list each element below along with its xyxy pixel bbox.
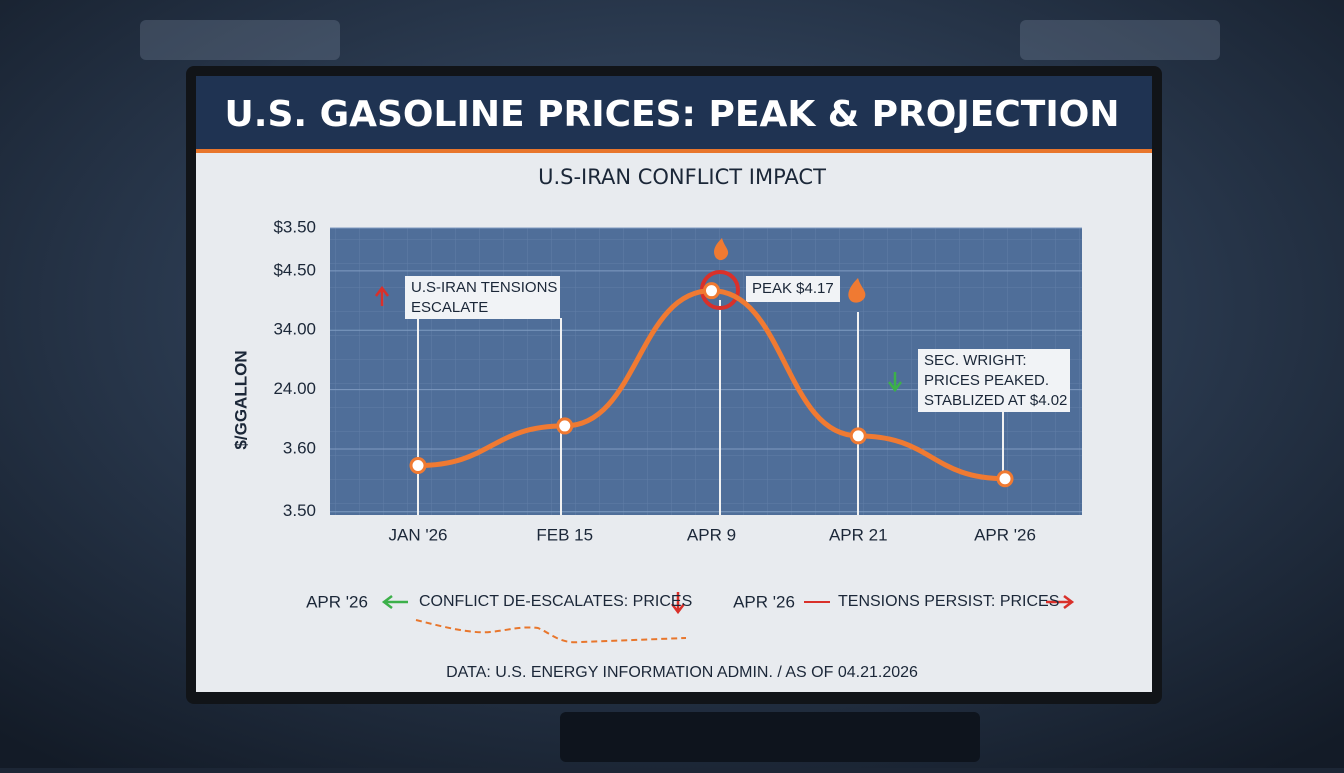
y-tick-label: 34.00 — [273, 320, 316, 339]
chart-title: U.S. GASOLINE PRICES: PEAK & PROJECTION — [225, 94, 1120, 135]
left-arrow-icon — [381, 595, 408, 609]
y-tick-label: $4.50 — [273, 260, 316, 279]
annotation-text: SEC. WRIGHT: — [924, 352, 1027, 369]
x-tick-label: FEB 15 — [536, 525, 593, 544]
y-tick-label: 24.00 — [273, 379, 316, 398]
annotation-text: PRICES PEAKED. — [924, 372, 1049, 389]
scenario-date: APR '26 — [733, 592, 795, 611]
annotation-box — [746, 276, 840, 302]
title-bar — [196, 76, 1152, 150]
data-point — [409, 457, 427, 475]
right-arrow-icon — [1046, 595, 1075, 609]
scenario-text: TENSIONS PERSIST: PRICES — [838, 593, 1059, 610]
annotation-text: PEAK $4.17 — [752, 280, 834, 297]
data-point — [996, 470, 1014, 488]
up-arrow-icon — [375, 285, 389, 306]
chart-subtitle: U.S-IRAN CONFLICT IMPACT — [538, 165, 826, 189]
leader-lines — [417, 300, 1004, 515]
data-point — [556, 417, 574, 435]
ceiling-light — [1020, 20, 1220, 60]
flame-icon — [848, 278, 866, 303]
annotation-text: STABLIZED AT $4.02 — [924, 392, 1067, 409]
annotation-box — [405, 276, 560, 319]
ceiling-light — [140, 20, 340, 60]
annotation-text: ESCALATE — [411, 299, 488, 316]
down-arrow-icon — [671, 592, 685, 615]
title-underline — [196, 149, 1152, 153]
projection-squiggle — [415, 619, 687, 644]
x-tick-label: JAN '26 — [389, 525, 448, 544]
x-tick-label: APR '26 — [974, 525, 1036, 544]
flame-icon — [714, 238, 729, 261]
y-axis-label: $/GGALLON — [231, 350, 250, 449]
scenario-date: APR '26 — [306, 592, 368, 611]
y-tick-label: 3.50 — [283, 501, 316, 520]
x-tick-label: APR 21 — [829, 525, 888, 544]
keyboard — [560, 712, 980, 762]
data-point — [849, 427, 867, 445]
y-tick-label: 3.60 — [283, 439, 316, 458]
source-note: DATA: U.S. ENERGY INFORMATION ADMIN. / A… — [446, 664, 918, 681]
down-arrow-icon — [888, 372, 902, 393]
annotation-text: U.S-IRAN TENSIONS — [411, 279, 557, 296]
data-point — [703, 282, 720, 300]
scenario-text: CONFLICT DE-ESCALATES: PRICES — [419, 593, 692, 610]
x-tick-label: APR 9 — [687, 525, 736, 544]
annotation-box — [918, 349, 1070, 412]
y-tick-label: $3.50 — [273, 217, 316, 236]
